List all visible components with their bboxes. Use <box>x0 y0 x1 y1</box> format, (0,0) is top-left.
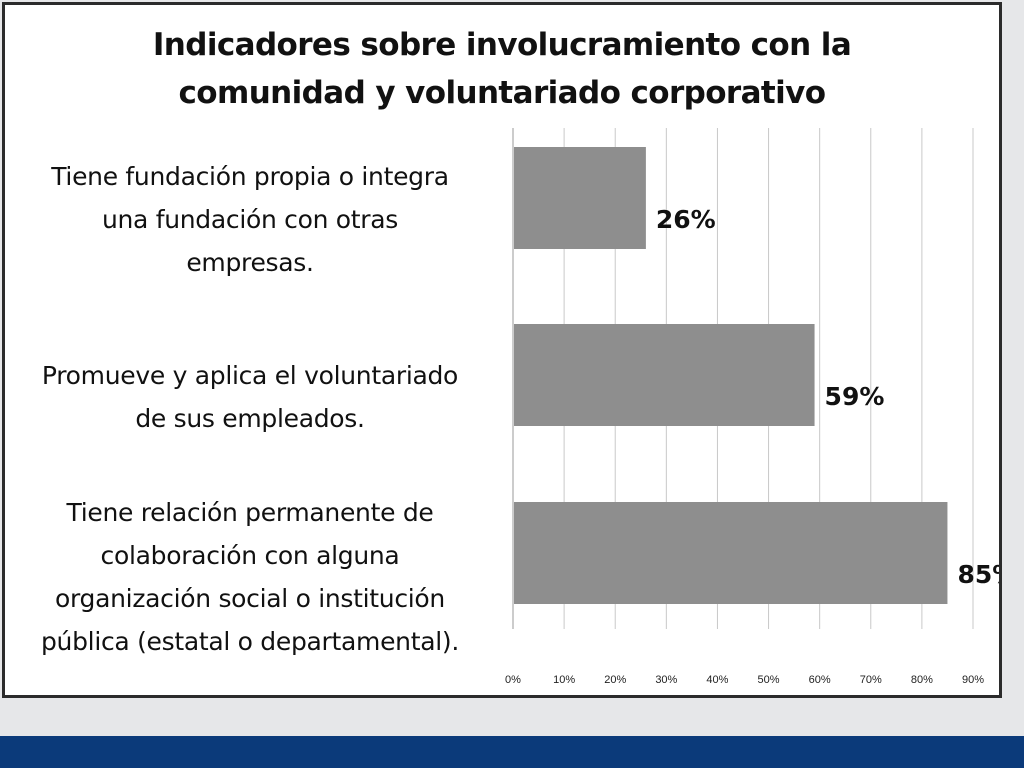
x-tick-label: 70% <box>860 674 882 686</box>
x-tick-label: 60% <box>809 674 831 686</box>
data-label: 85% <box>957 560 999 589</box>
x-tick-label: 30% <box>655 674 677 686</box>
x-tick-label: 80% <box>911 674 933 686</box>
category-label-2-line-1: Promueve y aplica el voluntariado <box>41 361 459 390</box>
bar <box>514 147 646 249</box>
chart-title-line-1: Indicadores sobre involucramiento con la <box>152 27 852 63</box>
category-label-3-line-4: pública (estatal o departamental). <box>40 627 459 656</box>
category-label-3-line-3: organización social o institución <box>55 584 445 613</box>
x-tick-label: 0% <box>505 674 521 686</box>
category-label-3-line-1: Tiene relación permanente de <box>66 498 434 527</box>
footer-bar <box>0 736 1024 768</box>
x-tick-label: 50% <box>758 674 780 686</box>
bar <box>514 502 948 604</box>
bar-chart: 0% 10% 20% 30% 40% 50% 60% 70% 80% 90% 26% 59% 85% <box>505 128 999 686</box>
x-tick-label: 40% <box>706 674 728 686</box>
x-tick-label: 20% <box>604 674 626 686</box>
category-label-3-line-2: colaboración con alguna <box>100 541 400 570</box>
x-tick-label: 10% <box>553 674 575 686</box>
bar <box>514 324 815 426</box>
footer-bar-fill <box>0 736 1024 768</box>
x-tick-label: 90% <box>962 674 984 686</box>
chart-title: Indicadores sobre involucramiento con la… <box>5 21 999 117</box>
category-label-1-line-3: empresas. <box>186 248 314 277</box>
data-label: 26% <box>656 205 716 234</box>
data-label: 59% <box>825 382 885 411</box>
category-label-1-line-2: una fundación con otras <box>101 205 399 234</box>
category-label-2: Promueve y aplica el voluntariado de sus… <box>5 354 495 440</box>
category-label-1: Tiene fundación propia o integra una fun… <box>5 155 495 284</box>
chart-panel: Indicadores sobre involucramiento con la… <box>2 2 1002 698</box>
category-label-3: Tiene relación permanente de colaboració… <box>5 491 495 663</box>
category-label-2-line-2: de sus empleados. <box>135 404 365 433</box>
category-label-1-line-1: Tiene fundación propia o integra <box>51 162 449 191</box>
chart-title-line-2: comunidad y voluntariado corporativo <box>178 75 827 111</box>
